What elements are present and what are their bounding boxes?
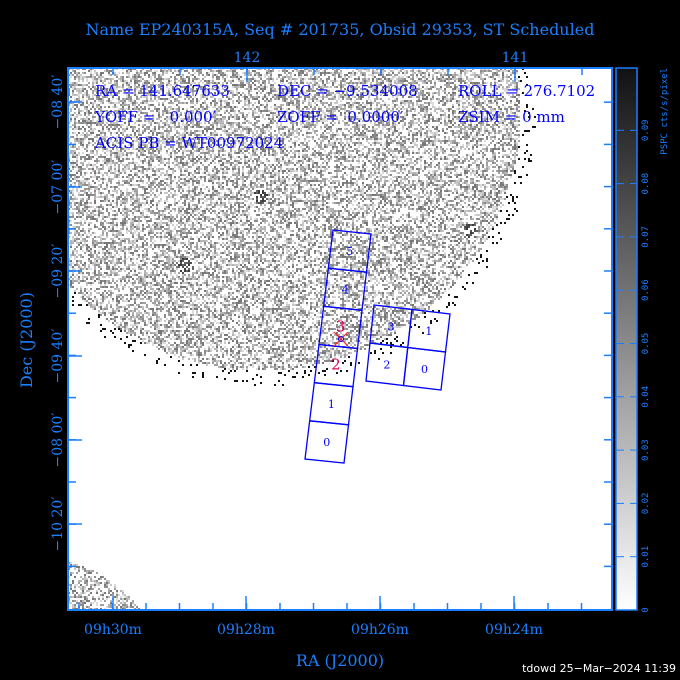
x-tick-label: 09h24m: [485, 622, 543, 638]
ra-text: RA = 141.647633: [95, 82, 230, 100]
y-tick-label: −07 00′: [50, 160, 66, 215]
colorbar-tick-label: 0.01: [641, 546, 651, 568]
colorbar-tick-label: 0.03: [641, 439, 651, 461]
acis-s-chip-label: 4: [342, 283, 349, 296]
x-top-tick-label: 142: [234, 50, 261, 66]
acis-i-chip-label: 0: [421, 363, 428, 376]
zoff-text: ZOFF = 0.0000′: [277, 108, 404, 126]
zsim-text: ZSIM = 0 mm: [458, 108, 565, 126]
colorbar: [615, 67, 638, 611]
y-tick-label: −09 20′: [50, 244, 66, 299]
acis-pb-text: ACIS PB = WT00972024: [94, 134, 283, 152]
y-tick-label: −09 40′: [50, 329, 66, 384]
colorbar-tick-label: 0.05: [641, 333, 651, 355]
roll-text: ROLL = 276.7102: [458, 82, 595, 100]
acis-i-chip-label: 3: [387, 320, 394, 333]
footer-credit: tdowd 25−Mar−2024 11:39: [522, 662, 676, 675]
acis-s-chip-label: 0: [323, 436, 330, 449]
x-axis-label: RA (J2000): [296, 651, 384, 670]
sky-image: [68, 68, 536, 610]
colorbar-tick-label: 0.06: [641, 279, 651, 301]
colorbar-tick-label: 0.04: [641, 386, 651, 408]
x-tick-label: 09h30m: [84, 622, 142, 638]
plot-title: Name EP240315A, Seq # 201735, Obsid 2935…: [86, 20, 595, 39]
acis-s-chip: [304, 420, 350, 464]
dec-text: DEC = −9.534008: [277, 82, 418, 100]
acis-i-chip: [402, 346, 447, 391]
acis-s-chip-label: 2: [331, 356, 341, 374]
acis-chips: 5 4 3 2 1 0 3 1 2 0: [304, 229, 451, 464]
colorbar-tick-label: 0.02: [641, 493, 651, 515]
y-tick-label: −08 40′: [50, 75, 66, 130]
colorbar-tick-label: 0: [641, 607, 651, 612]
y-tick-label: −10 20′: [50, 497, 66, 552]
aimpoint-marker: [333, 331, 349, 347]
plot-frame: [67, 67, 613, 611]
x-top-tick-label: 141: [502, 50, 529, 66]
x-tick-label: 09h26m: [351, 622, 409, 638]
target-circle-icon: [338, 336, 344, 342]
y-axis-label: Dec (J2000): [17, 292, 36, 388]
colorbar-tick-label: 0.08: [641, 173, 651, 195]
acis-s-chip-label: 5: [346, 245, 353, 258]
info-block: RA = 141.647633 DEC = −9.534008 ROLL = 2…: [94, 82, 595, 152]
colorbar-tick-label: 0.09: [641, 119, 651, 141]
yoff-text: YOFF = 0.000′: [94, 108, 217, 126]
x-tick-label: 09h28m: [217, 622, 275, 638]
acis-i-chip-label: 1: [425, 325, 432, 338]
axis-ticks: [68, 68, 612, 610]
colorbar-tick-label: 0.07: [641, 226, 651, 248]
acis-i-chip-label: 2: [383, 358, 390, 371]
y-tick-label: −08 00′: [50, 413, 66, 468]
acis-s-chip-label: 3: [336, 317, 346, 335]
colorbar-label: PSPC cts/s/pixel: [660, 68, 670, 155]
acis-s-chip-label: 1: [328, 398, 335, 411]
